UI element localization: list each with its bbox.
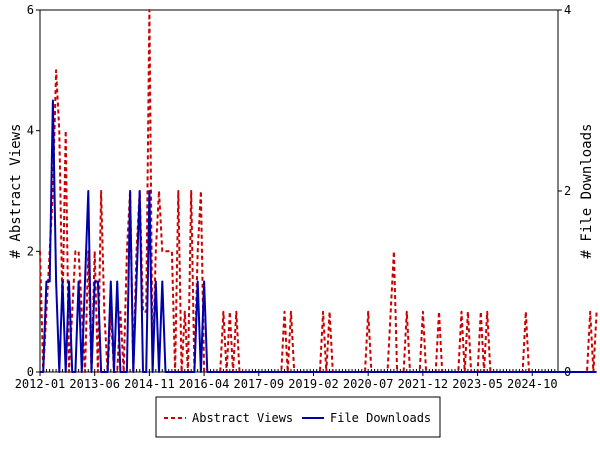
series-layer (39, 9, 598, 373)
x-tick-label: 2020-07 (343, 377, 394, 391)
legend-box (155, 396, 441, 438)
x-tick-label: 2017-09 (233, 377, 284, 391)
x-tick-label: 2013-06 (69, 377, 120, 391)
x-tick-label: 2024-10 (507, 377, 558, 391)
x-axis: 2012-01 2013-06 2014-11 2016-04 2017-09 2019-… (15, 372, 558, 391)
x-tick-label: 2023-05 (452, 377, 503, 391)
plot-area (39, 9, 559, 373)
legend: Abstract Views File Downloads (155, 396, 441, 438)
y-left-tick-label: 6 (27, 3, 34, 17)
legend-label-file-downloads: File Downloads (330, 411, 431, 425)
y-axis-left-label: # Abstract Views (8, 124, 24, 259)
x-tick-label: 2012-01 (15, 377, 66, 391)
y-left-tick-label: 0 (27, 365, 34, 379)
x-tick-label: 2021-12 (398, 377, 449, 391)
y-right-tick-label: 2 (564, 184, 571, 198)
x-tick-label: 2016-04 (179, 377, 230, 391)
left-y-axis: 0 2 4 6 (27, 3, 40, 379)
x-tick-label: 2014-11 (124, 377, 175, 391)
legend-label-abstract-views: Abstract Views (192, 411, 293, 425)
right-y-axis: 024 (558, 3, 571, 379)
x-tick-label: 2019-02 (288, 377, 339, 391)
series-line-file-downloads (40, 99, 597, 373)
y-axis-right-label: # File Downloads (579, 124, 595, 259)
y-left-tick-label: 2 (27, 244, 34, 258)
y-left-tick-label: 4 (27, 124, 34, 138)
y-right-tick-label: 4 (564, 3, 571, 17)
